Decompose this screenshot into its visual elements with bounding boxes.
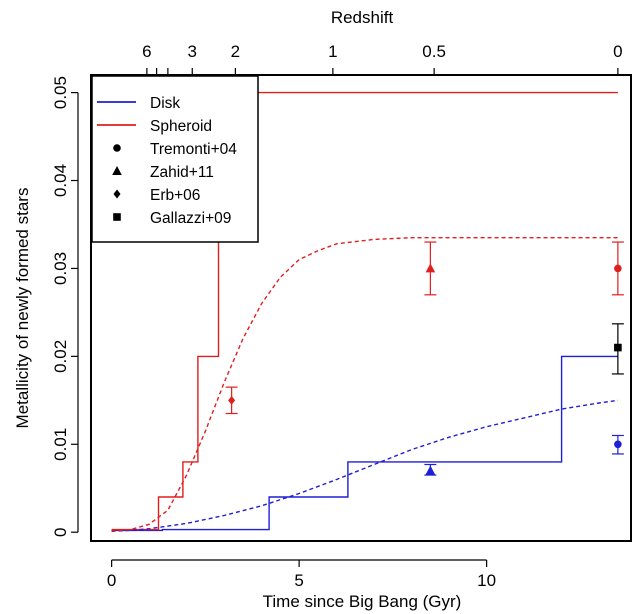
data-point [425,465,436,475]
legend-label: Erb+06 [150,187,200,204]
legend-label: Disk [150,95,180,112]
data-point [614,343,622,352]
legend: Disk Spheroid Tremonti+04 Zahid+11 Erb+06 Gal… [91,75,259,243]
legend-label: Zahid+11 [150,164,214,181]
top-tick-label: 2 [231,42,240,61]
y-tick-label: 0.05 [51,76,70,109]
data-point [425,263,436,273]
x-axis-label: Time since Big Bang (Gyr) [263,592,462,611]
x-tick-label: 10 [477,571,496,590]
y-tick-label: 0.04 [51,164,70,197]
top-tick-label: 1 [328,42,337,61]
legend-label: Spheroid [150,118,212,135]
data-point [228,395,236,405]
top-tick-label: 6 [142,42,151,61]
x-tick-label: 5 [294,571,303,590]
series-line-3 [111,399,618,532]
y-tick-label: 0 [51,527,70,536]
top-tick-label: 3 [188,42,197,61]
x-tick-label: 0 [107,571,116,590]
y-axis-label: Metallicity of newly formed stars [13,188,32,429]
legend-marker [113,213,121,221]
data-point [614,440,622,449]
series-line-1 [111,355,618,532]
top-tick-label: 0.5 [422,42,446,61]
axes: 0 5 10 0 0.01 0.02 0.03 0.04 0.05 6 3 2 1 0.5 0 [51,42,623,590]
data-point [614,264,622,273]
top-tick-label: 0 [613,42,622,61]
legend-label: Gallazzi+09 [150,210,231,227]
legend-marker [113,144,121,152]
legend-marker [112,166,122,175]
y-tick-label: 0.01 [51,428,70,461]
top-axis-label: Redshift [331,8,394,27]
legend-label: Tremonti+04 [150,141,237,158]
legend-marker [113,189,121,199]
series-line-4 [111,236,618,532]
y-tick-label: 0.02 [51,340,70,373]
y-tick-label: 0.03 [51,252,70,285]
